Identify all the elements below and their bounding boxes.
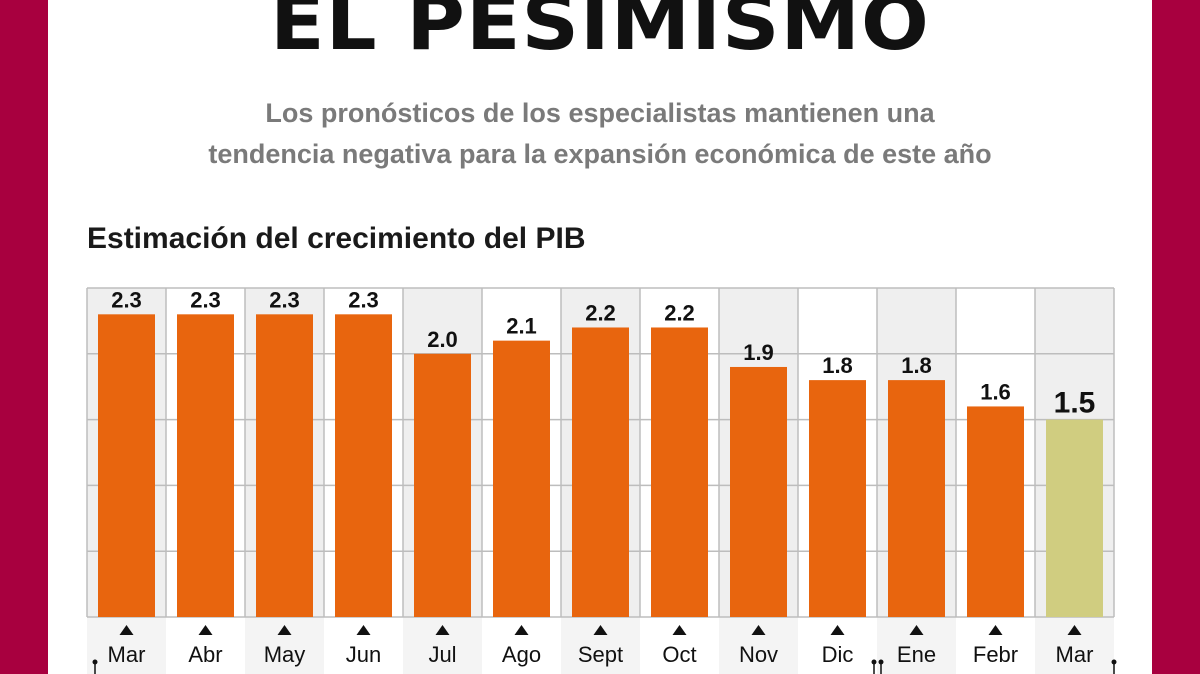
data-label: 1.8 bbox=[901, 353, 932, 378]
bar bbox=[177, 314, 234, 617]
triangle-marker-icon bbox=[672, 625, 687, 635]
category-label: Jul bbox=[428, 642, 456, 667]
right-frame bbox=[1152, 0, 1200, 674]
data-label: 2.3 bbox=[348, 287, 379, 312]
category-label: Mar bbox=[1056, 642, 1094, 667]
bar bbox=[493, 340, 550, 617]
triangle-marker-icon bbox=[1067, 625, 1082, 635]
category-label: Dic bbox=[822, 642, 854, 667]
bar bbox=[256, 314, 313, 617]
bar bbox=[1046, 419, 1103, 617]
year-tick-dot bbox=[878, 659, 884, 665]
category-label: Ago bbox=[502, 642, 541, 667]
triangle-marker-icon bbox=[277, 625, 292, 635]
triangle-marker-icon bbox=[514, 625, 529, 635]
data-label: 2.2 bbox=[585, 300, 616, 325]
category-label: Febr bbox=[973, 642, 1018, 667]
bar bbox=[335, 314, 392, 617]
triangle-marker-icon bbox=[909, 625, 924, 635]
category-label: May bbox=[264, 642, 306, 667]
triangle-marker-icon bbox=[830, 625, 845, 635]
bar bbox=[809, 380, 866, 617]
data-label: 2.0 bbox=[427, 327, 458, 352]
year-tick-dot bbox=[871, 659, 877, 665]
bar bbox=[572, 327, 629, 617]
triangle-marker-icon bbox=[988, 625, 1003, 635]
year-tick-dot bbox=[92, 659, 98, 665]
data-label: 1.5 bbox=[1054, 387, 1096, 420]
triangle-marker-icon bbox=[751, 625, 766, 635]
chart-title: Estimación del crecimiento del PIB bbox=[87, 222, 586, 255]
data-label: 2.2 bbox=[664, 300, 695, 325]
triangle-marker-icon bbox=[119, 625, 134, 635]
category-label: Mar bbox=[108, 642, 146, 667]
bar bbox=[651, 327, 708, 617]
data-label: 2.1 bbox=[506, 314, 537, 339]
headline: EL PESIMISMO bbox=[270, 0, 930, 67]
category-label: Abr bbox=[188, 642, 222, 667]
year-tick-dot bbox=[1111, 659, 1117, 665]
subtitle-line-1: Los pronósticos de los especialistas man… bbox=[265, 98, 935, 128]
data-label: 1.6 bbox=[980, 379, 1011, 404]
data-label: 1.8 bbox=[822, 353, 853, 378]
data-label: 1.9 bbox=[743, 340, 774, 365]
subtitle-line-2: tendencia negativa para la expansión eco… bbox=[208, 139, 992, 169]
triangle-marker-icon bbox=[198, 625, 213, 635]
category-label: Ene bbox=[897, 642, 936, 667]
category-label: Nov bbox=[739, 642, 778, 667]
data-label: 2.3 bbox=[190, 287, 221, 312]
data-label: 2.3 bbox=[111, 287, 142, 312]
triangle-marker-icon bbox=[356, 625, 371, 635]
left-frame bbox=[0, 0, 48, 674]
bar bbox=[967, 406, 1024, 617]
triangle-marker-icon bbox=[593, 625, 608, 635]
bar bbox=[888, 380, 945, 617]
bar bbox=[730, 366, 787, 617]
bar bbox=[98, 314, 155, 617]
category-label: Sept bbox=[578, 642, 623, 667]
category-label: Jun bbox=[346, 642, 381, 667]
category-label: Oct bbox=[662, 642, 696, 667]
triangle-marker-icon bbox=[435, 625, 450, 635]
bar bbox=[414, 353, 471, 617]
data-label: 2.3 bbox=[269, 287, 300, 312]
